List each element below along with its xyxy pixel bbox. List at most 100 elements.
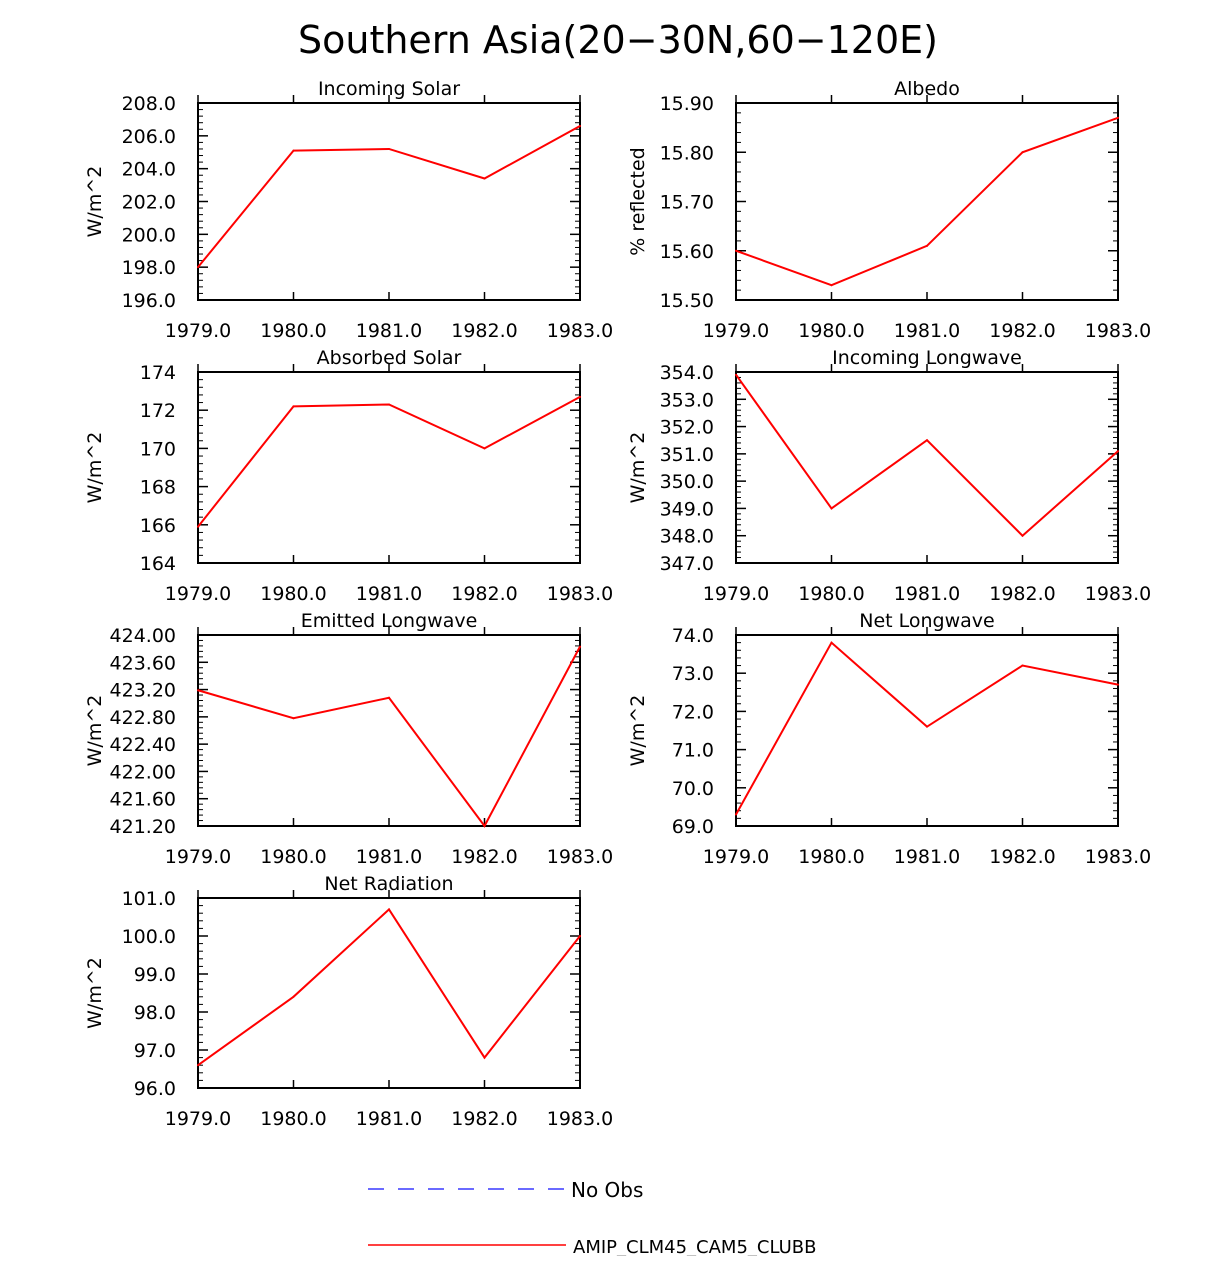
x-tick-label: 1980.0 — [798, 583, 864, 605]
y-tick-label: 15.80 — [660, 142, 714, 164]
y-tick-label: 353.0 — [660, 389, 714, 411]
plot-frame — [197, 371, 581, 564]
data-point — [197, 1064, 199, 1067]
data-point — [388, 696, 390, 699]
data-point — [197, 689, 199, 692]
x-tick-label: 1980.0 — [798, 320, 864, 342]
y-tick-label: 15.90 — [660, 93, 714, 115]
panel-title: Net Longwave — [859, 610, 995, 632]
data-point — [1021, 151, 1024, 154]
panel-albedo: Albedo % reflected 15.50 15.60 15.70 15.80 15.… — [627, 78, 1151, 342]
data-point — [483, 447, 486, 450]
x-tick-label: 1979.0 — [703, 583, 769, 605]
y-tick-label: 347.0 — [660, 553, 714, 575]
series-line-net-longwave — [735, 641, 1119, 816]
y-tick-label: 352.0 — [660, 417, 714, 439]
x-tick-label: 1983.0 — [1085, 846, 1151, 868]
legend-obs-label: No Obs — [571, 1178, 643, 1202]
y-tick-label: 98.0 — [134, 1002, 176, 1024]
data-point — [483, 177, 486, 180]
data-point — [1021, 534, 1024, 537]
y-tick-label: 422.80 — [110, 707, 176, 729]
y-tick-label: 349.0 — [660, 498, 714, 520]
y-tick-label: 423.60 — [110, 652, 176, 674]
y-tick-label: 164 — [140, 553, 176, 575]
x-tick-label: 1983.0 — [1085, 583, 1151, 605]
plot-frame — [735, 634, 1119, 827]
legend-model-label: AMIP_CLM45_CAM5_CLUBB — [573, 1237, 816, 1256]
data-point — [735, 249, 737, 252]
data-point — [1117, 683, 1119, 686]
data-point — [292, 149, 295, 152]
x-tick-label: 1980.0 — [260, 846, 326, 868]
data-point — [292, 717, 295, 720]
y-tick-label: 73.0 — [672, 663, 714, 685]
legend: No Obs AMIP_CLM45_CAM5_CLUBB — [368, 1178, 816, 1258]
data-point — [197, 266, 199, 269]
data-point — [1117, 450, 1119, 453]
plot-frame — [735, 371, 1119, 564]
x-tick-label: 1981.0 — [894, 583, 960, 605]
panel-title: Incoming Longwave — [832, 347, 1022, 369]
x-tick-label: 1982.0 — [451, 1108, 517, 1130]
y-tick-label: 74.0 — [672, 625, 714, 647]
y-tick-label: 200.0 — [122, 224, 176, 246]
data-point — [483, 1056, 486, 1059]
x-tick-label: 1983.0 — [547, 583, 613, 605]
x-tick-label: 1982.0 — [989, 583, 1055, 605]
data-point — [830, 641, 833, 644]
plot-frame — [197, 634, 581, 827]
series-line-incoming-solar — [197, 125, 581, 268]
x-tick-label: 1980.0 — [798, 846, 864, 868]
x-tick-label: 1983.0 — [547, 320, 613, 342]
data-point — [579, 645, 581, 648]
y-tick-label: 168 — [140, 477, 176, 499]
x-tick-label: 1979.0 — [165, 846, 231, 868]
y-tick-label: 351.0 — [660, 444, 714, 466]
x-tick-label: 1981.0 — [356, 583, 422, 605]
x-tick-label: 1981.0 — [356, 320, 422, 342]
data-point — [292, 405, 295, 408]
y-tick-label: 422.00 — [110, 761, 176, 783]
x-tick-label: 1981.0 — [894, 320, 960, 342]
y-tick-label: 101.0 — [122, 888, 176, 910]
y-tick-label: 423.20 — [110, 680, 176, 702]
series-line-albedo — [735, 116, 1119, 287]
y-axis-label: W/m^2 — [84, 166, 106, 238]
plot-frame — [197, 897, 581, 1089]
x-tick-label: 1982.0 — [989, 320, 1055, 342]
panel-net-longwave: Net Longwave W/m^2 69.0 70.0 71.0 72.0 73.0 74.… — [627, 610, 1151, 868]
plot-frame — [197, 102, 581, 301]
panel-title: Net Radiation — [324, 873, 453, 895]
y-tick-label: 172 — [140, 400, 176, 422]
y-tick-label: 15.50 — [660, 290, 714, 312]
data-point — [388, 147, 390, 150]
y-tick-label: 71.0 — [672, 740, 714, 762]
y-axis-label: W/m^2 — [84, 957, 106, 1029]
x-tick-label: 1980.0 — [260, 320, 326, 342]
y-tick-label: 350.0 — [660, 471, 714, 493]
x-tick-label: 1979.0 — [703, 846, 769, 868]
y-tick-label: 99.0 — [134, 964, 176, 986]
data-point — [197, 525, 199, 528]
x-tick-label: 1983.0 — [1085, 320, 1151, 342]
x-tick-label: 1982.0 — [451, 583, 517, 605]
data-point — [926, 244, 928, 247]
panel-net-radiation: Net Radiation W/m^2 96.0 97.0 98.0 99.0 100.0 1… — [84, 873, 613, 1130]
panel-title: Absorbed Solar — [317, 347, 462, 369]
x-tick-label: 1979.0 — [165, 320, 231, 342]
y-tick-label: 204.0 — [122, 159, 176, 181]
data-point — [1021, 664, 1024, 667]
x-tick-label: 1983.0 — [547, 846, 613, 868]
y-tick-label: 96.0 — [134, 1078, 176, 1100]
y-tick-label: 166 — [140, 515, 176, 537]
y-tick-label: 208.0 — [122, 93, 176, 115]
x-tick-label: 1979.0 — [165, 1108, 231, 1130]
x-tick-label: 1982.0 — [451, 320, 517, 342]
y-tick-label: 72.0 — [672, 701, 714, 723]
data-point — [735, 813, 737, 816]
figure-title: Southern Asia(20−30N,60−120E) — [298, 18, 938, 62]
x-tick-label: 1980.0 — [260, 1108, 326, 1130]
y-tick-label: 196.0 — [122, 290, 176, 312]
data-point — [579, 935, 581, 937]
